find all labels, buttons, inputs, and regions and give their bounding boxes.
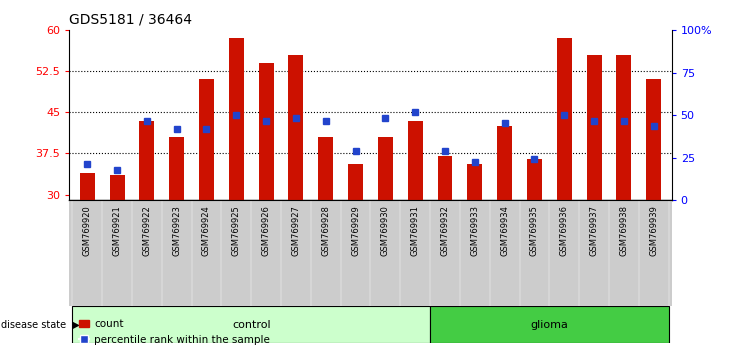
Bar (169, 137, 184, 200)
Bar (616, 55, 631, 200)
Text: GSM769921: GSM769921 (112, 205, 122, 256)
Bar (318, 137, 333, 200)
Text: GSM769936: GSM769936 (560, 205, 569, 256)
Bar (497, 126, 512, 200)
Text: glioma: glioma (531, 320, 568, 330)
Text: GSM769938: GSM769938 (619, 205, 629, 256)
Text: GSM769933: GSM769933 (470, 205, 480, 256)
Legend: count, percentile rank within the sample: count, percentile rank within the sample (74, 315, 274, 349)
Bar (378, 137, 393, 200)
Text: control: control (232, 320, 271, 330)
Bar (139, 120, 154, 200)
Text: GSM769926: GSM769926 (261, 205, 271, 256)
Text: GSM769939: GSM769939 (649, 205, 658, 256)
Text: GDS5181 / 36464: GDS5181 / 36464 (69, 12, 192, 27)
Bar (437, 156, 453, 200)
Bar (408, 120, 423, 200)
Bar (229, 38, 244, 200)
Text: GSM769930: GSM769930 (381, 205, 390, 256)
Text: GSM769934: GSM769934 (500, 205, 509, 256)
Bar (288, 55, 304, 200)
Text: GSM769932: GSM769932 (440, 205, 450, 256)
Bar (80, 173, 95, 200)
Text: GSM769923: GSM769923 (172, 205, 181, 256)
Text: GSM769922: GSM769922 (142, 205, 151, 256)
Bar (527, 159, 542, 200)
Text: GSM769935: GSM769935 (530, 205, 539, 256)
Text: disease state  ▶: disease state ▶ (1, 320, 80, 330)
Bar (258, 63, 274, 200)
Text: GSM769929: GSM769929 (351, 205, 360, 256)
Bar (467, 164, 483, 200)
Bar (348, 164, 363, 200)
Text: GSM769920: GSM769920 (82, 205, 92, 256)
Bar (430, 306, 669, 343)
Bar (646, 79, 661, 200)
Bar (587, 55, 602, 200)
Bar (110, 175, 125, 200)
Text: GSM769931: GSM769931 (411, 205, 420, 256)
Bar (199, 79, 214, 200)
Text: GSM769937: GSM769937 (590, 205, 599, 256)
Bar (72, 306, 430, 343)
Text: GSM769927: GSM769927 (291, 205, 301, 256)
Text: GSM769924: GSM769924 (202, 205, 211, 256)
Bar (557, 38, 572, 200)
Text: GSM769925: GSM769925 (232, 205, 241, 256)
Text: GSM769928: GSM769928 (321, 205, 330, 256)
